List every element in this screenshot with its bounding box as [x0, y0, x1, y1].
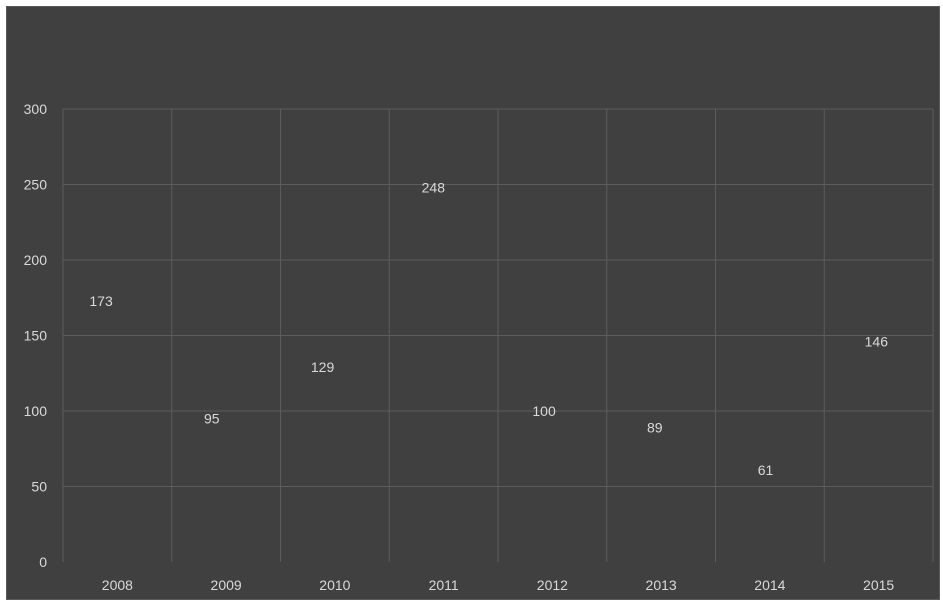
data-label: 248	[422, 180, 446, 196]
x-tick-label: 2011	[429, 577, 459, 593]
y-axis-tick-labels: 0 50 100 150 200 250 300	[24, 101, 48, 570]
x-tick-label: 2010	[319, 577, 350, 593]
y-tick-label: 150	[24, 328, 48, 344]
data-label: 61	[758, 462, 774, 478]
chart-area	[6, 6, 940, 600]
y-tick-label: 100	[24, 403, 48, 419]
x-tick-label: 2012	[537, 577, 568, 593]
x-tick-label: 2009	[211, 577, 242, 593]
data-label: 89	[647, 420, 663, 436]
data-labels: 173 95 129 248 100 89 61 146	[89, 180, 888, 478]
x-axis-tick-labels: 2008 2009 2010 2011 2012 2013 2014 2015	[102, 577, 895, 593]
gridlines	[62, 108, 934, 562]
x-tick-label: 2015	[863, 577, 894, 593]
y-tick-label: 200	[24, 252, 48, 268]
data-label: 129	[311, 359, 335, 375]
y-tick-label: 0	[39, 554, 47, 570]
x-tick-label: 2014	[754, 577, 785, 593]
y-tick-label: 300	[24, 101, 48, 117]
x-tick-label: 2008	[102, 577, 133, 593]
data-label: 95	[204, 411, 220, 427]
y-tick-label: 250	[24, 177, 48, 193]
data-label: 173	[89, 293, 113, 309]
data-label: 100	[532, 403, 556, 419]
x-tick-label: 2013	[646, 577, 677, 593]
data-label: 146	[865, 334, 889, 350]
y-tick-label: 50	[31, 479, 47, 495]
